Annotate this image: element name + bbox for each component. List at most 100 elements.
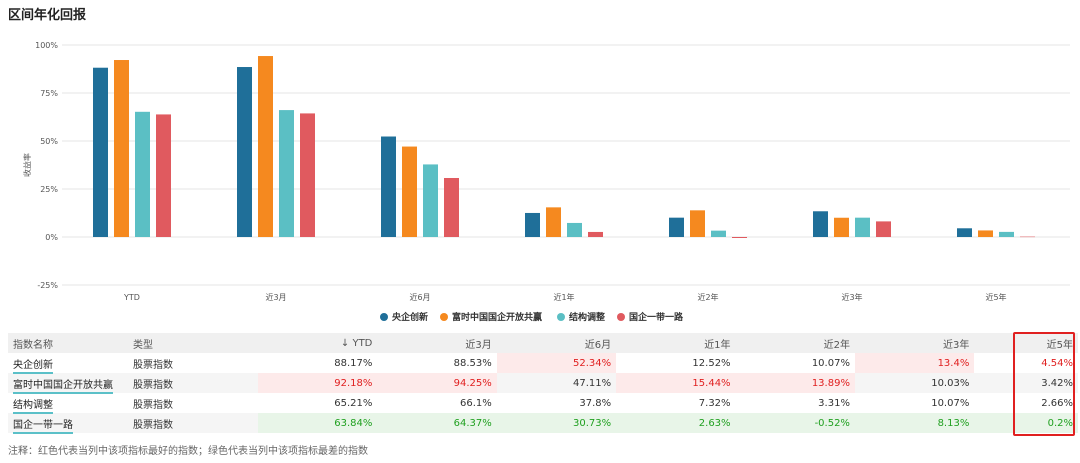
legend-entry: 结构调整 xyxy=(569,311,605,323)
header-type[interactable]: 类型 xyxy=(128,333,258,353)
cell-3y: 10.03% xyxy=(854,373,975,393)
cell-1y: 2.63% xyxy=(616,413,736,433)
cell-6m: 52.34% xyxy=(496,353,617,373)
header-3y[interactable]: 近3年 xyxy=(854,333,975,353)
cell-1y: 15.44% xyxy=(616,373,736,393)
cell-2y: 3.31% xyxy=(818,397,850,409)
legend-entry: 国企一带一路 xyxy=(629,311,684,323)
bar xyxy=(978,230,993,237)
cell-3y: 8.13% xyxy=(854,413,975,433)
bar xyxy=(258,56,273,237)
table-row: 国企一带一路 股票指数 63.84% 64.37% 30.73% 2.63% -… xyxy=(8,413,1078,434)
header-2y[interactable]: 近2年 xyxy=(735,333,855,353)
bar xyxy=(876,221,891,237)
bar xyxy=(525,212,540,237)
cell-6m: 37.8% xyxy=(579,397,612,409)
cell-5y: 4.54% xyxy=(1041,357,1073,369)
cell-1y: 7.32% xyxy=(698,397,731,409)
bar xyxy=(711,230,726,237)
bar xyxy=(567,222,582,237)
cell-2y: 13.89% xyxy=(735,373,855,393)
header-6m[interactable]: 近6月 xyxy=(496,333,617,353)
index-name-link[interactable]: 国企一带一路 xyxy=(13,419,73,434)
table-row: 结构调整 股票指数 65.21% 66.1% 37.8% 7.32% 3.31%… xyxy=(8,393,1078,414)
cell-3y: 13.4% xyxy=(854,353,975,373)
x-tick-label: 近3年 xyxy=(841,292,862,302)
cell-1y: 12.52% xyxy=(692,357,731,369)
x-tick-label: YTD xyxy=(123,293,140,302)
header-index-name[interactable]: 指数名称 xyxy=(8,333,128,353)
header-3m[interactable]: 近3月 xyxy=(377,333,497,353)
bar xyxy=(381,136,396,237)
bar xyxy=(93,67,108,238)
bar xyxy=(114,60,129,237)
cell-ytd: 63.84% xyxy=(258,413,378,433)
index-type: 股票指数 xyxy=(133,399,173,411)
y-tick-label: 25% xyxy=(40,185,58,194)
cell-3m: 64.37% xyxy=(377,413,497,433)
y-tick-label: -25% xyxy=(37,281,58,290)
legend-marker xyxy=(617,313,625,321)
bar xyxy=(546,207,561,237)
cell-ytd: 65.21% xyxy=(334,397,373,409)
x-tick-label: 近6月 xyxy=(409,292,430,302)
bar xyxy=(444,177,459,237)
bar xyxy=(1020,236,1035,238)
cell-5y: 0.2% xyxy=(974,413,1078,433)
index-type: 股票指数 xyxy=(133,359,173,371)
index-name-link[interactable]: 富时中国国企开放共赢 xyxy=(13,379,113,394)
index-type: 股票指数 xyxy=(128,413,258,433)
chart-title: 区间年化回报 xyxy=(8,8,87,23)
header-5y[interactable]: 近5年 xyxy=(974,333,1078,353)
bar xyxy=(300,113,315,237)
x-tick-label: 近1年 xyxy=(553,292,574,302)
cell-3m: 94.25% xyxy=(377,373,497,393)
legend-marker xyxy=(440,313,448,321)
cell-3y: 10.07% xyxy=(931,397,970,409)
cell-6m: 47.11% xyxy=(496,373,617,393)
legend-marker xyxy=(557,313,565,321)
cell-3m: 88.53% xyxy=(453,357,492,369)
cell-2y: -0.52% xyxy=(735,413,855,433)
table-header-row: 指数名称 类型 ↓ YTD 近3月 近6月 近1年 近2年 近3年 近5年 xyxy=(8,333,1078,353)
table-row: 央企创新 股票指数 88.17% 88.53% 52.34% 12.52% 10… xyxy=(8,353,1078,374)
bar xyxy=(732,237,747,238)
cell-ytd: 92.18% xyxy=(258,373,378,393)
table-note: 注释：红色代表当列中该项指标最好的指数；绿色代表当列中该项指标最差的指数 xyxy=(8,446,368,457)
cell-3m: 66.1% xyxy=(460,397,492,409)
x-tick-label: 近5年 xyxy=(985,292,1006,302)
legend-entry: 富时中国国企开放共赢 xyxy=(452,311,542,323)
y-tick-label: 0% xyxy=(45,233,58,242)
bar xyxy=(999,231,1014,237)
x-tick-label: 近2年 xyxy=(697,292,718,302)
bar-chart: 100% 75% 50% 25% 0% -25% 收益率 YTD 近3月 近6月 近1年 近2年 近3年… xyxy=(22,41,1070,323)
header-ytd[interactable]: ↓ YTD xyxy=(258,333,378,353)
y-axis-label: 收益率 xyxy=(22,153,32,177)
y-tick-label: 75% xyxy=(40,89,58,98)
index-name-link[interactable]: 结构调整 xyxy=(13,399,53,414)
cell-5y: 2.66% xyxy=(1041,397,1073,409)
bar xyxy=(237,67,252,237)
cell-5y: 3.42% xyxy=(974,373,1078,393)
index-name-link[interactable]: 央企创新 xyxy=(13,359,53,374)
bar xyxy=(669,217,684,237)
table-row: 富时中国国企开放共赢 股票指数 92.18% 94.25% 47.11% 15.… xyxy=(8,373,1078,394)
bar xyxy=(813,211,828,237)
y-tick-label: 50% xyxy=(40,137,58,146)
header-1y[interactable]: 近1年 xyxy=(616,333,736,353)
bar xyxy=(279,110,294,237)
bar xyxy=(690,210,705,237)
index-type: 股票指数 xyxy=(128,373,258,393)
bar xyxy=(423,164,438,237)
bar xyxy=(156,114,171,237)
sort-down-icon[interactable]: ↓ xyxy=(340,337,350,349)
cell-6m: 30.73% xyxy=(496,413,617,433)
bar xyxy=(588,231,603,237)
x-tick-label: 近3月 xyxy=(265,292,286,302)
bar xyxy=(135,111,150,237)
bar xyxy=(402,146,417,237)
returns-table: 指数名称 类型 ↓ YTD 近3月 近6月 近1年 近2年 近3年 近5年 央企… xyxy=(8,333,1078,434)
bar xyxy=(957,228,972,237)
highlight-box xyxy=(1013,332,1075,436)
legend-marker xyxy=(380,313,388,321)
